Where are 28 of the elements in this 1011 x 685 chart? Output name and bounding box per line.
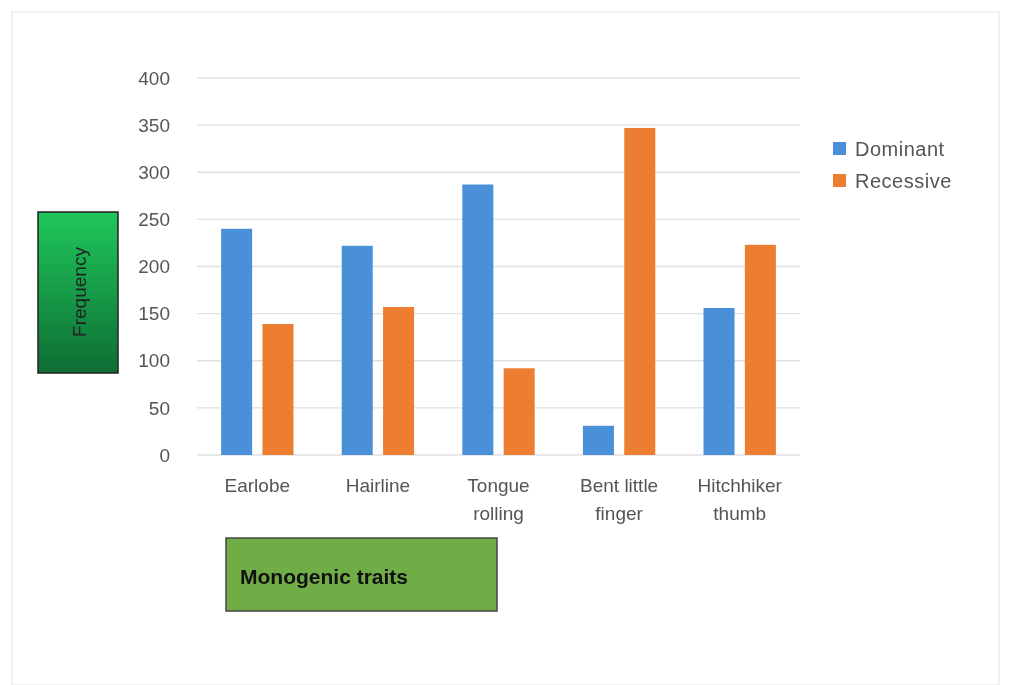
y-tick-label: 400: [138, 67, 170, 89]
y-tick-label: 150: [138, 303, 170, 325]
x-tick-label: Earlobe: [224, 475, 291, 496]
y-axis-title: Frequency: [69, 246, 90, 337]
bar: [624, 127, 656, 455]
y-tick-label: 350: [138, 114, 170, 136]
x-axis-title: Monogenic traits: [240, 565, 409, 588]
y-tick-label: 300: [138, 161, 170, 183]
bar: [341, 245, 373, 455]
x-tick-label: Hairline: [345, 475, 411, 496]
y-tick-label: 0: [159, 444, 170, 466]
bar: [582, 425, 614, 455]
bar: [262, 323, 294, 455]
legend-label: Recessive: [855, 170, 952, 192]
x-tick-label: Tongue rolling: [467, 475, 530, 524]
bar: [221, 228, 253, 455]
bar: [462, 184, 494, 455]
y-tick-label: 200: [138, 256, 170, 278]
x-tick-label: Hitchhiker thumb: [697, 475, 783, 524]
bar: [383, 307, 415, 455]
legend-label: Dominant: [855, 138, 945, 160]
x-tick-label: Bent little finger: [580, 475, 659, 524]
bar: [744, 244, 776, 455]
y-tick-label: 100: [138, 350, 170, 372]
y-tick-label: 250: [138, 209, 170, 231]
y-tick-label: 50: [148, 397, 170, 419]
bar: [503, 368, 535, 455]
bar: [703, 307, 735, 455]
